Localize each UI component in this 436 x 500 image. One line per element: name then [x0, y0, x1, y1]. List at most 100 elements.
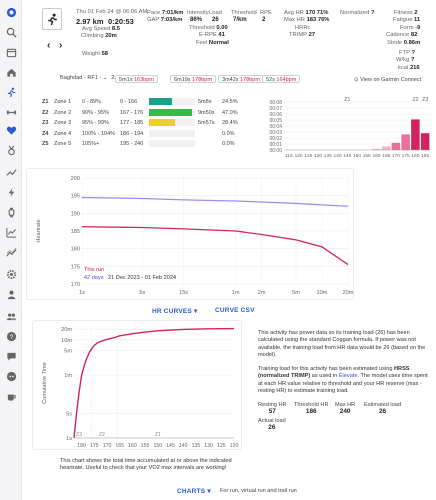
route-line: Baghdad - RF1 › ⌄ 2x — [60, 75, 117, 81]
hrrc-label: HRRc — [295, 25, 311, 31]
route-name[interactable]: Baghdad - RF1 — [60, 75, 98, 81]
group-icon[interactable] — [5, 310, 17, 322]
stride-label: Stride — [387, 40, 403, 46]
zone-pct-range: 95% - 99% — [82, 120, 109, 126]
discord-icon[interactable] — [5, 370, 17, 382]
cumulative-xtick-label: 155 — [141, 443, 150, 449]
person-icon[interactable] — [5, 288, 17, 300]
heart-icon[interactable] — [5, 124, 17, 136]
interval-chip-1[interactable]: 5m1s 163bpm — [115, 75, 158, 83]
histogram-xtick-label: 180 — [411, 153, 419, 158]
zone-bpm-range: 167 - 176 — [120, 109, 144, 116]
chat-icon[interactable] — [5, 350, 17, 362]
histogram-bar — [391, 142, 401, 150]
previous-activity-arrow[interactable]: ‹ — [47, 40, 51, 51]
cumulative-series-line — [73, 327, 235, 439]
garmin-link[interactable]: ⊙ View on Garmin Connect — [354, 77, 421, 83]
histogram-xtick-label: 130 — [314, 153, 322, 158]
charts-button[interactable]: CHARTS ▾ — [177, 487, 211, 495]
cumulative-ytick-label: 1s — [66, 436, 72, 442]
trend-icon[interactable] — [5, 166, 17, 178]
zone-share: 24.5% — [222, 99, 238, 105]
histogram-xtick-label: 155 — [363, 153, 371, 158]
calendar-icon[interactable] — [5, 46, 17, 58]
settings-icon[interactable] — [5, 268, 17, 280]
cumulative-ylabel: Cumulative Time — [42, 362, 48, 404]
power-icon[interactable] — [5, 186, 17, 198]
curve-csv-button[interactable]: CURVE CSV — [215, 307, 255, 314]
load-label: Load — [209, 10, 222, 16]
rpe-value: 2 — [262, 17, 266, 23]
cumulative-ytick-label: 1m — [64, 373, 72, 379]
dumbbell-icon[interactable] — [5, 106, 17, 118]
zone-id: Z3 — [42, 120, 49, 126]
curve-xtick-label: 5s — [139, 290, 145, 296]
fatigue-value: 11 — [413, 17, 421, 23]
zone-bpm-range: 0 - 166 — [120, 99, 138, 105]
activity-type-badge — [42, 8, 62, 30]
cumulative-xtick-label: 130 — [204, 443, 213, 449]
coffee-icon[interactable] — [5, 390, 17, 402]
zone-row: Z4 Zone 4 100% - 104% 186 - 194 0.0% — [42, 129, 252, 139]
rpe-label: RPE — [260, 10, 272, 16]
hrss-note-mid: as used in — [310, 373, 339, 380]
hr-curves-button[interactable]: HR CURVES ▾ — [152, 307, 197, 315]
histogram-xtick-label: 175 — [402, 153, 410, 158]
histogram-ytick-label: 00:07 — [269, 106, 282, 112]
interval-chip-3[interactable]: 3m42s 178bpm — [218, 75, 264, 83]
avg-hr-label: Avg HR — [284, 10, 304, 16]
zone-share: 47.0% — [222, 109, 238, 116]
cumulative-ytick-label: 20m — [61, 327, 72, 333]
zone-pct-range: 105%+ — [82, 141, 100, 147]
estimated-load-stat: Estimated load 26 — [364, 402, 401, 415]
zone-name: Zone 3 — [54, 120, 72, 126]
stats-icon[interactable] — [5, 246, 17, 258]
cumulative-xtick-label: 160 — [128, 443, 137, 449]
zone-row: Z1 Zone 1 0 - 89% 0 - 166 5m8s 24.5% — [42, 97, 252, 107]
cumulative-zone-label: Z1 — [155, 432, 161, 438]
histogram-zone-label: Z1 — [344, 97, 350, 103]
histogram-bar — [381, 146, 391, 150]
cumulative-xtick-label: 170 — [103, 443, 112, 449]
medal-icon[interactable] — [5, 144, 17, 156]
zone-share: 0.0% — [222, 141, 235, 147]
logo-icon[interactable] — [5, 6, 17, 18]
zone-time: 5m57s — [198, 120, 215, 126]
search-icon[interactable] — [5, 26, 17, 38]
trimp-label: TRIMP — [289, 32, 307, 38]
histogram-xtick-label: 115 — [285, 153, 293, 158]
curve-ytick-label: 175 — [71, 264, 80, 270]
help-icon[interactable]: ? — [5, 330, 17, 342]
running-activity-icon[interactable] — [5, 86, 17, 98]
histogram-ytick-label: 00:00 — [269, 148, 282, 154]
fitness-label: Fitness — [394, 10, 413, 16]
multiplier: 2x — [111, 75, 117, 81]
max-hr-value: 183 — [306, 17, 317, 23]
estimated-load-value: 26 — [378, 408, 387, 415]
zone-id: Z4 — [42, 130, 49, 137]
elevate-link[interactable]: Elevate — [338, 373, 358, 380]
next-activity-arrow[interactable]: › — [59, 40, 63, 51]
curve-ylabel: Heartrate — [36, 219, 42, 242]
zone-pct-range: 100% - 104% — [82, 130, 116, 137]
zone-pct-range: 0 - 89% — [82, 99, 101, 105]
home-icon[interactable] — [5, 66, 17, 78]
load-value: 26 — [212, 17, 219, 23]
stride-value: 0.86m — [403, 40, 421, 46]
zone-id: Z2 — [42, 109, 49, 116]
resting-hr-label: Resting HR — [258, 402, 287, 408]
histogram-ytick-label: 00:06 — [269, 112, 282, 118]
watch-icon[interactable] — [5, 206, 17, 218]
interval-chip-4[interactable]: 52s 164bpm — [262, 75, 301, 83]
threshold-hr-stat: Threshold HR 186 — [294, 402, 329, 415]
histogram-ytick-label: 00:03 — [269, 130, 282, 136]
curve-xtick-label: 1m — [232, 290, 240, 296]
chart-line-icon[interactable] — [5, 226, 17, 238]
histogram-ytick-label: 00:05 — [269, 118, 282, 124]
erpe-label: E-RPE — [199, 32, 217, 38]
avg-hr-pct: 71% — [316, 10, 329, 16]
route-dropdown-icon[interactable]: ⌄ — [102, 75, 108, 81]
interval-chip-2[interactable]: 6m19s 178bpm — [170, 75, 216, 83]
cumulative-xtick-label: 140 — [179, 443, 188, 449]
cadence-label: Cadence — [386, 32, 410, 38]
